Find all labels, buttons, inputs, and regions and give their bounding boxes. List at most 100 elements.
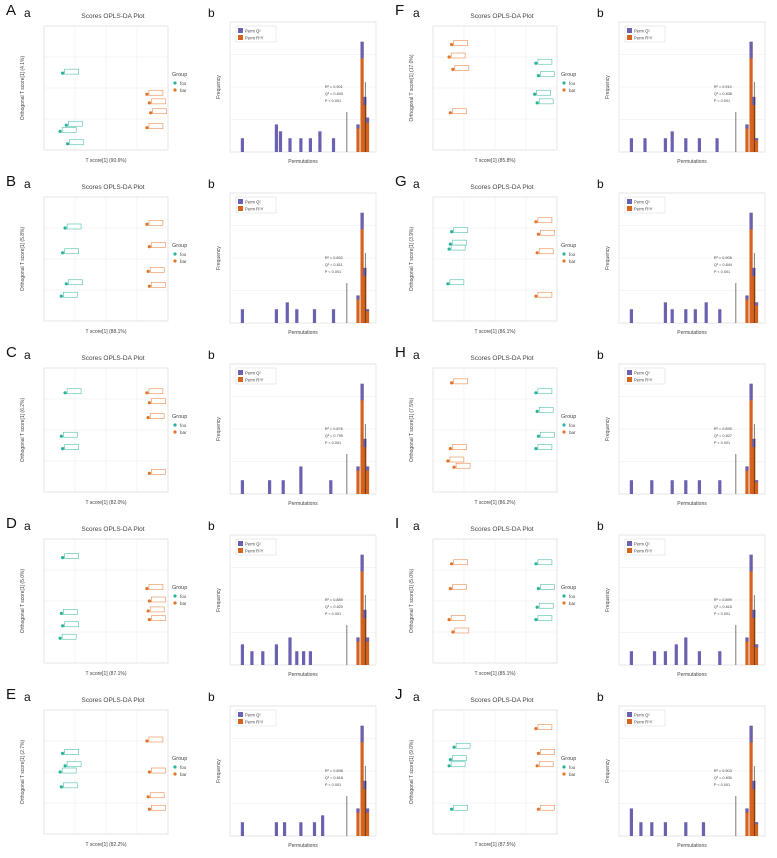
group-a-point-label — [449, 279, 465, 286]
group-a-point — [536, 587, 540, 591]
scores-ylabel: Orthogonal T score[1] (2.7%) — [20, 740, 26, 805]
legend-swatch-b — [562, 259, 566, 263]
subpanel-letter-a: a — [413, 690, 420, 704]
scores-ylabel: Orthogonal T score[1] (9.0%) — [409, 740, 415, 805]
group-b-point-label — [152, 108, 167, 115]
perm-annotation: P < 0.001 — [325, 270, 341, 274]
legend-swatch-q2 — [238, 28, 243, 33]
scores-ylabel: Orthogonal T score[1] (7.5%) — [409, 398, 415, 463]
group-a-point — [58, 636, 62, 640]
legend-swatch-q2 — [238, 541, 243, 546]
group-a-point-label — [66, 761, 82, 768]
perm-xlabel: Permutations — [677, 330, 707, 336]
group-a-point-label — [63, 291, 78, 298]
group-a-point-label — [452, 755, 467, 761]
panel-letter: B — [6, 173, 17, 190]
scores-plot: Scores OPLS-DA Plot T score[1] (90.6%) Ort… — [20, 13, 187, 164]
perm-r2-bar — [684, 637, 688, 665]
legend-title: Group — [561, 243, 576, 249]
group-a-point-label — [61, 633, 77, 640]
legend-label-q2: Perm Q² — [634, 29, 650, 34]
legend-label-b: bar — [180, 88, 187, 93]
perm-r2-bar — [278, 131, 283, 152]
group-b-point — [145, 391, 149, 395]
plot-frame — [43, 25, 169, 151]
perm-r2-bar — [697, 138, 701, 152]
perm-xlabel: Permutations — [288, 843, 318, 849]
legend-label-a: foo — [569, 423, 576, 428]
group-a-point-label — [540, 71, 555, 77]
perm-r2-bar — [718, 309, 722, 323]
group-b-point-label — [149, 267, 165, 273]
legend-label-q2: Perm Q² — [634, 542, 650, 547]
group-b-point-label — [151, 596, 166, 603]
perm-annotation: Q² = 0.820 — [325, 605, 343, 609]
scores-plot: Scores OPLS-DA Plot T score[1] (82.0%) Ort… — [20, 355, 187, 506]
plot-frame — [618, 21, 766, 153]
subpanel-letter-a: a — [413, 519, 420, 533]
legend-title: Group — [561, 414, 576, 420]
perm-xlabel: Permutations — [288, 501, 318, 507]
perm-r2-cap — [745, 637, 749, 642]
perm-r2-bar — [302, 651, 306, 665]
group-b-point — [147, 284, 151, 288]
perm-q2-bar — [754, 644, 759, 665]
group-b-point — [146, 269, 150, 273]
group-a-point — [64, 282, 68, 286]
group-a-point — [535, 605, 539, 609]
legend-swatch-b — [173, 259, 177, 263]
perm-ylabel: Frequency — [216, 588, 222, 612]
group-a-point — [65, 142, 70, 146]
group-a-point — [61, 447, 65, 451]
group-a-point-label — [536, 89, 551, 96]
group-a-point — [59, 294, 63, 298]
group-a-point — [64, 123, 68, 127]
perm-q2-bar — [752, 438, 756, 494]
group-b-point-label — [151, 242, 166, 248]
perm-legend — [235, 196, 277, 214]
perm-r2-bar — [240, 822, 244, 836]
group-a-point-label — [538, 602, 554, 609]
group-a-point — [63, 391, 67, 395]
perm-r2-bar — [670, 131, 674, 152]
perm-annotation: P < 0.001 — [714, 612, 730, 616]
perm-r2-bar — [704, 302, 708, 323]
perm-q2-bar — [363, 267, 367, 323]
perm-ylabel: Frequency — [216, 417, 222, 441]
legend-swatch-a — [562, 765, 566, 769]
legend-label-r2y: Perm R²Y — [634, 549, 653, 554]
perm-r2-cap — [745, 124, 749, 129]
perm-r2-bar — [274, 644, 278, 665]
legend-label-q2: Perm Q² — [634, 713, 650, 718]
legend-label-q2: Perm Q² — [245, 29, 261, 34]
legend-label-b: bar — [569, 88, 576, 93]
group-a-point-label — [453, 227, 468, 233]
legend-swatch-b — [173, 601, 177, 605]
perm-annotation: R² = 0.903 — [714, 769, 732, 773]
group-a-point-label — [455, 742, 471, 749]
perm-legend — [624, 709, 666, 727]
perm-legend — [235, 25, 277, 43]
group-b-point-label — [538, 761, 554, 768]
subpanel-letter-b: b — [208, 690, 215, 704]
legend-title: Group — [561, 756, 576, 762]
plot-frame — [432, 367, 558, 493]
perm-r2-cap — [749, 212, 753, 230]
legend-label-a: foo — [180, 594, 187, 599]
group-b-point — [448, 447, 452, 451]
scores-title: Scores OPLS-DA Plot — [470, 13, 533, 20]
group-b-point — [147, 401, 151, 405]
group-b-point — [452, 465, 456, 469]
legend-label-b: bar — [180, 772, 187, 777]
scores-title: Scores OPLS-DA Plot — [81, 355, 144, 362]
perm-annotation: R² = 0.889 — [325, 598, 343, 602]
group-b-point — [450, 43, 454, 47]
perm-r2-cap — [752, 609, 756, 619]
perm-r2-bar — [663, 822, 667, 836]
legend-label-b: bar — [569, 430, 576, 435]
perm-r2-bar — [274, 309, 278, 323]
perm-r2-bar — [684, 822, 688, 836]
group-b-point-label — [148, 89, 164, 96]
